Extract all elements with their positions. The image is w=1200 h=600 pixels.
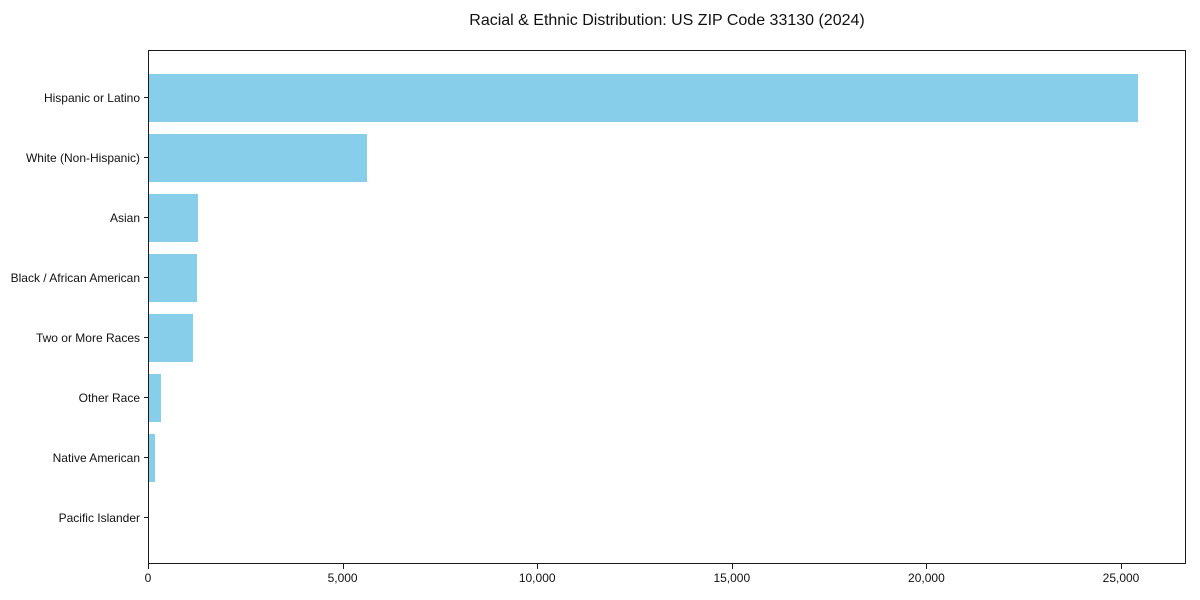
bar-black-african-american — [149, 254, 197, 302]
x-tick-label: 15,000 — [713, 571, 751, 585]
y-tick — [144, 456, 148, 458]
x-tick — [148, 564, 149, 569]
y-tick-label: Other Race — [78, 390, 140, 405]
x-tick-label: 5,000 — [327, 571, 358, 585]
y-tick — [144, 217, 148, 219]
plot-area — [148, 50, 1186, 564]
y-tick — [144, 516, 148, 518]
x-tick — [342, 564, 344, 569]
x-tick-label: 20,000 — [908, 571, 945, 585]
y-tick — [144, 277, 148, 278]
bar-native-american — [149, 433, 155, 482]
chart-title: Racial & Ethnic Distribution: US ZIP Cod… — [469, 12, 865, 29]
x-tick-label: 25,000 — [1102, 571, 1140, 585]
y-tick — [144, 337, 148, 338]
y-tick-label: Pacific Islander — [58, 510, 140, 525]
x-tick — [731, 564, 733, 569]
x-tick — [926, 564, 928, 569]
x-tick — [1121, 564, 1122, 569]
bar-two-or-more-races — [149, 314, 194, 362]
y-tick-label: White (Non-Hispanic) — [25, 151, 140, 166]
bar-asian — [149, 194, 198, 243]
y-tick — [144, 396, 148, 398]
y-tick-label: Two or More Races — [35, 331, 140, 345]
y-tick-label: Asian — [109, 211, 140, 226]
x-tick-label: 10,000 — [518, 571, 556, 585]
x-tick — [537, 564, 539, 569]
y-tick — [144, 97, 148, 99]
x-tick-label: 0 — [144, 571, 152, 585]
bar-hispanic-or-latino — [149, 74, 1138, 123]
y-tick-label: Black / African American — [10, 271, 140, 285]
bar-other-race — [149, 373, 161, 422]
y-tick — [144, 157, 148, 159]
y-tick-label: Native American — [52, 450, 140, 465]
y-tick-label: Hispanic or Latino — [43, 91, 140, 106]
bar-white-non-hispanic — [149, 134, 367, 183]
